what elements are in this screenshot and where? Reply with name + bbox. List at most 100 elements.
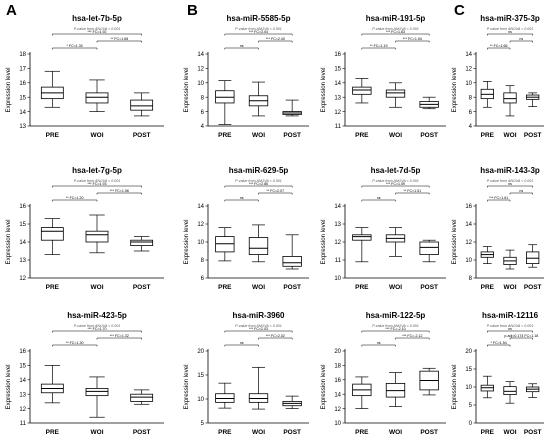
x-tick-label: WOI	[389, 284, 402, 291]
y-tick-label: 8	[201, 258, 205, 264]
y-tick-label: 20	[334, 349, 341, 355]
y-tick-label: 16	[19, 204, 26, 210]
x-tick-label: POST	[133, 132, 151, 139]
significance-label: *** FC=2.02	[266, 334, 285, 338]
y-tick-label: 15	[19, 364, 26, 370]
x-tick-label: PRE	[355, 284, 369, 291]
significance-label: *** FC=2.40	[266, 37, 285, 41]
y-tick-label: 16	[334, 52, 341, 58]
y-tick-label: 10	[465, 258, 472, 264]
x-tick-label: WOI	[91, 284, 104, 291]
y-tick-label: 10	[465, 385, 472, 391]
y-axis-label: Expression level	[5, 219, 12, 264]
x-tick-label: PRE	[481, 132, 495, 139]
y-tick-label: 16	[334, 378, 341, 384]
chart-subtitle: P-value from ANOVA < 0.001	[487, 179, 534, 183]
y-tick-label: 8	[469, 95, 473, 101]
chart-subtitle: P-value from ANOVA < 0.001	[235, 324, 282, 328]
box	[385, 89, 406, 98]
box	[85, 92, 109, 104]
y-axis-label: Expression level	[451, 364, 458, 409]
panel-letter-c: C	[454, 2, 465, 19]
y-tick-label: 4	[469, 124, 473, 130]
x-tick-label: POST	[133, 284, 151, 291]
y-tick-label: 6	[469, 110, 473, 116]
chart-subtitle: P-value from ANOVA < 0.001	[487, 324, 534, 328]
y-tick-label: 10	[465, 81, 472, 87]
significance-label: p-adj=0.174 FC=1.18	[504, 334, 538, 338]
panel-letter-b: B	[187, 2, 198, 19]
box	[130, 239, 154, 246]
y-tick-label: 10	[197, 240, 204, 246]
y-tick-label: 14	[334, 392, 341, 398]
y-tick-label: 14	[197, 52, 204, 58]
y-tick-label: 12	[197, 222, 204, 228]
y-tick-label: 14	[19, 240, 26, 246]
box	[282, 255, 302, 267]
x-tick-label: PRE	[46, 429, 60, 436]
x-tick-label: WOI	[252, 284, 265, 291]
x-tick-label: WOI	[252, 429, 265, 436]
y-tick-label: 12	[197, 67, 204, 73]
y-axis-label: Expression level	[5, 364, 12, 409]
x-tick-label: PRE	[481, 429, 495, 436]
y-tick-label: 16	[465, 204, 472, 210]
significance-label: ** FC=1.51	[403, 189, 421, 193]
y-tick-label: 13	[19, 258, 26, 264]
x-tick-label: PRE	[481, 284, 495, 291]
y-tick-label: 18	[334, 364, 341, 370]
significance-label: ns	[240, 44, 244, 48]
chart-subtitle: P-value from ANOVA = 0.001	[487, 27, 534, 31]
y-axis-label: Expression level	[320, 67, 327, 112]
chart-title: hsa-miR-143-3p	[480, 166, 540, 175]
box	[85, 388, 109, 397]
chart-title: hsa-miR-5585-5p	[226, 14, 290, 23]
significance-label: * FC=1.54	[491, 341, 507, 345]
x-tick-label: PRE	[218, 132, 232, 139]
y-tick-label: 8	[469, 276, 473, 282]
y-tick-label: 20	[465, 349, 472, 355]
x-tick-label: POST	[420, 284, 438, 291]
box	[352, 86, 372, 95]
chart-subtitle: P-value from ANOVA < 0.001	[74, 179, 121, 183]
significance-label: *** FC=2.03	[249, 327, 268, 331]
chart-title: hsa-miR-629-5p	[229, 166, 289, 175]
significance-label: *** FC=2.86	[249, 182, 268, 186]
significance-label: ns	[240, 196, 244, 200]
chart-subtitle: P-value from ANOVA < 0.001	[372, 27, 419, 31]
x-tick-label: WOI	[504, 132, 517, 139]
chart-title: hsa-miR-423-5p	[67, 311, 127, 320]
chart-title: hsa-miR-122-5p	[366, 311, 426, 320]
panel-letter-a: A	[6, 2, 17, 19]
chart-subtitle: P-value from ANOVA < 0.001	[235, 27, 282, 31]
significance-label: * FC=1.30	[67, 44, 83, 48]
x-tick-label: WOI	[504, 429, 517, 436]
significance-label: *** FC=1.93	[87, 182, 106, 186]
x-tick-label: WOI	[91, 132, 104, 139]
chart-title: hsa-miR-3960	[232, 311, 285, 320]
significance-label: ** FC=1.66	[490, 44, 508, 48]
y-tick-label: 16	[19, 349, 26, 355]
chart-title: hsa-let-7b-5p	[72, 14, 122, 23]
y-tick-label: 14	[465, 222, 472, 228]
y-tick-label: 8	[201, 95, 205, 101]
y-axis-label: Expression level	[183, 364, 190, 409]
y-tick-label: 14	[19, 378, 26, 384]
x-tick-label: POST	[133, 429, 151, 436]
y-tick-label: 10	[197, 397, 204, 403]
y-tick-label: 15	[197, 373, 204, 379]
y-tick-label: 15	[19, 222, 26, 228]
x-tick-label: PRE	[355, 429, 369, 436]
y-axis-label: Expression level	[5, 67, 12, 112]
significance-label: *** FC=1.92	[87, 30, 106, 34]
y-tick-label: 15	[465, 367, 472, 373]
y-tick-label: 6	[201, 276, 205, 282]
significance-label: ns	[240, 341, 244, 345]
x-tick-label: WOI	[252, 132, 265, 139]
x-tick-label: PRE	[46, 284, 60, 291]
y-tick-label: 12	[19, 276, 26, 282]
chart-title: hsa-let-7g-5p	[72, 166, 122, 175]
significance-label: ns	[508, 327, 512, 331]
y-tick-label: 14	[334, 204, 341, 210]
y-tick-label: 18	[19, 52, 26, 58]
